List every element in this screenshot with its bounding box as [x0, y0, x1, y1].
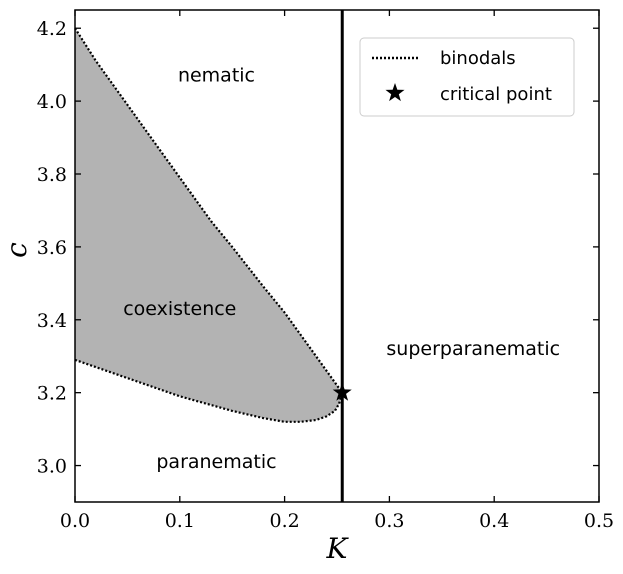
y-tick-label: 3.2 — [37, 383, 67, 405]
ticks-layer: 0.0 0.1 0.2 0.3 0.4 0.5 3.0 3.2 3.4 3.6 3.8 4.0 4.2 — [37, 10, 614, 532]
x-tick-label: 0.0 — [60, 510, 90, 532]
binodal-upper-line — [74, 27, 344, 394]
x-tick-label: 0.2 — [269, 510, 299, 532]
region-label-coexistence: coexistence — [123, 298, 236, 320]
coexistence-region-fill — [75, 28, 343, 422]
labels-layer: nematic coexistence paranematic superparane… — [123, 65, 560, 473]
region-label-nematic: nematic — [178, 65, 255, 87]
legend-binodals-label: binodals — [440, 48, 516, 69]
legend-critical-point-label: critical point — [440, 84, 552, 105]
y-tick-label: 4.0 — [37, 91, 67, 113]
plot-frame — [74, 9, 600, 503]
x-tick-label: 0.5 — [584, 510, 614, 532]
x-tick-label: 0.4 — [479, 510, 509, 532]
y-tick-label: 4.2 — [37, 18, 67, 40]
x-axis-title: K — [326, 532, 350, 565]
x-tick-label: 0.3 — [374, 510, 404, 532]
region-label-paranematic: paranematic — [156, 451, 276, 473]
legend: binodals critical point — [359, 37, 575, 117]
legend-star-icon — [385, 83, 405, 102]
y-tick-label: 3.6 — [37, 237, 67, 259]
y-tick-label: 3.4 — [37, 310, 67, 332]
critical-point-star-icon — [332, 382, 352, 401]
y-tick-label: 3.0 — [37, 456, 67, 478]
binodal-lower-line — [74, 358, 344, 423]
region-label-superparanematic: superparanematic — [386, 338, 560, 360]
y-axis-title: c — [0, 242, 33, 258]
coexistence-fill-layer — [75, 28, 343, 422]
x-tick-label: 0.1 — [165, 510, 195, 532]
binodal-lines-layer — [74, 10, 352, 502]
y-tick-label: 3.8 — [37, 164, 67, 186]
